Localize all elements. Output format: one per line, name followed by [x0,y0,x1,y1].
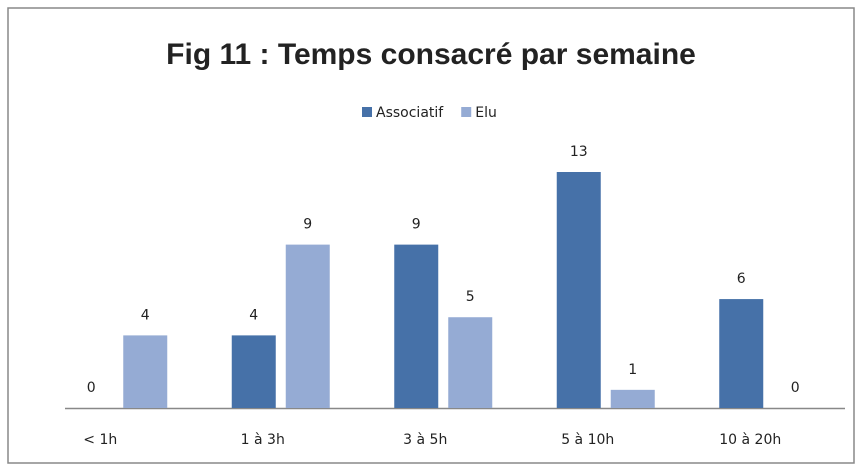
value-label: 1 [628,362,637,378]
value-label: 0 [791,380,800,396]
x-tick-label: 5 à 10h [561,432,614,448]
bar [448,317,493,408]
legend-swatch [362,107,372,117]
x-tick-label: < 1h [83,432,117,448]
value-label: 4 [141,307,150,323]
bar [719,299,764,408]
bar [556,172,601,408]
value-label: 9 [303,217,312,233]
chart-title: Fig 11 : Temps consacré par semaine [166,38,696,71]
x-tick-label: 3 à 5h [403,432,447,448]
value-label: 9 [412,217,421,233]
bar [123,335,168,408]
value-label: 0 [87,380,96,396]
x-tick-label: 1 à 3h [241,432,285,448]
value-label: 5 [466,289,475,305]
value-label: 6 [737,271,746,287]
bar [610,389,655,408]
legend-label: Elu [475,105,497,121]
x-tick-label: 10 à 20h [719,432,781,448]
value-label: 4 [249,307,258,323]
bar [231,335,276,408]
value-label: 13 [570,144,588,160]
bar [394,244,439,408]
legend-label: Associatif [376,105,444,121]
bar [285,244,330,408]
legend-swatch [461,107,472,117]
